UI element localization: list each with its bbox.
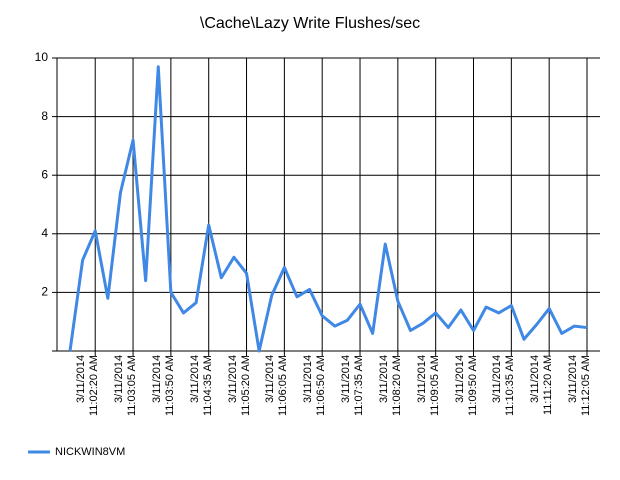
x-tick-label: 3/11/2014 11:11:20 AM [529,355,555,416]
x-tick-label: 3/11/2014 11:06:05 AM [264,355,290,416]
x-tick-label: 3/11/2014 11:06:50 AM [302,355,328,416]
x-tick-label: 3/11/2014 11:07:35 AM [340,355,366,416]
y-tick-label: 10 [35,50,49,64]
x-tick-label: 3/11/2014 11:08:20 AM [377,355,403,416]
x-tick-label: 3/11/2014 11:03:05 AM [113,355,139,416]
y-tick-label: 8 [41,109,48,123]
x-tick-label: 3/11/2014 11:10:35 AM [491,355,517,416]
chart-title: \Cache\Lazy Write Flushes/sec [200,15,420,32]
x-tick-label: 3/11/2014 11:12:05 AM [567,355,592,416]
x-tick-label: 3/11/2014 11:09:05 AM [415,355,441,416]
y-tick-label: 2 [41,285,48,299]
y-tick-label: 6 [41,167,48,181]
legend-label: NICKWIN8VM [55,446,125,458]
x-tick-label: 3/11/2014 11:04:35 AM [188,355,214,416]
x-tick-label: 3/11/2014 11:09:50 AM [453,355,479,416]
data-line [68,65,588,353]
y-tick-label: 4 [41,226,48,240]
x-tick-label: 3/11/2014 11:03:50 AM [150,355,176,416]
x-tick-label: 3/11/2014 11:02:20 AM [75,355,101,416]
x-tick-label: 3/11/2014 11:05:20 AM [226,355,252,416]
